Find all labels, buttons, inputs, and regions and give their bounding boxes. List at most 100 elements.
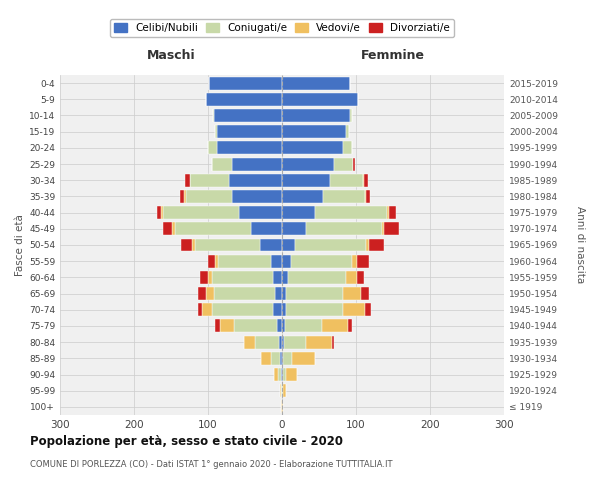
Bar — [281, 384, 282, 397]
Bar — [229, 174, 282, 186]
Bar — [282, 287, 286, 300]
Bar — [286, 287, 343, 300]
Bar — [284, 336, 307, 348]
Bar — [382, 222, 384, 235]
Bar — [357, 271, 364, 284]
Bar — [288, 271, 346, 284]
Bar — [217, 142, 282, 154]
Bar — [271, 352, 280, 365]
Bar — [365, 304, 371, 316]
Bar — [279, 336, 282, 348]
Bar — [172, 222, 175, 235]
Bar — [365, 190, 367, 203]
Bar — [273, 271, 282, 284]
Bar — [194, 238, 260, 252]
Bar — [186, 190, 232, 203]
Bar — [282, 352, 283, 365]
Bar — [200, 271, 208, 284]
Bar — [282, 400, 283, 413]
Bar — [282, 93, 358, 106]
Bar — [364, 174, 368, 186]
Text: Femmine: Femmine — [361, 49, 425, 62]
Bar — [283, 384, 286, 397]
Bar — [209, 76, 282, 90]
Bar — [282, 125, 346, 138]
Bar — [208, 271, 212, 284]
Bar — [343, 142, 352, 154]
Bar — [181, 238, 193, 252]
Bar — [256, 336, 279, 348]
Bar — [282, 222, 305, 235]
Bar — [330, 174, 364, 186]
Bar — [282, 76, 350, 90]
Bar — [175, 222, 251, 235]
Bar — [161, 206, 163, 219]
Bar — [212, 158, 232, 170]
Bar — [307, 336, 332, 348]
Bar — [239, 206, 282, 219]
Bar — [208, 254, 215, 268]
Bar — [353, 158, 355, 170]
Bar — [278, 368, 281, 381]
Bar — [282, 238, 295, 252]
Bar — [384, 222, 399, 235]
Bar — [275, 287, 282, 300]
Bar — [281, 368, 282, 381]
Bar — [334, 158, 353, 170]
Bar — [206, 93, 282, 106]
Bar — [280, 352, 282, 365]
Bar — [277, 320, 282, 332]
Bar — [387, 206, 389, 219]
Bar — [157, 206, 161, 219]
Bar — [232, 158, 282, 170]
Y-axis label: Anni di nascita: Anni di nascita — [575, 206, 585, 284]
Bar — [185, 174, 190, 186]
Bar — [282, 304, 286, 316]
Bar — [322, 320, 348, 332]
Bar — [282, 271, 288, 284]
Bar — [352, 254, 358, 268]
Text: Maschi: Maschi — [146, 49, 196, 62]
Bar — [282, 142, 343, 154]
Bar — [218, 254, 271, 268]
Bar — [323, 190, 365, 203]
Bar — [163, 206, 239, 219]
Bar — [282, 190, 323, 203]
Bar — [261, 352, 271, 365]
Bar — [260, 238, 282, 252]
Bar — [197, 304, 202, 316]
Bar — [350, 109, 352, 122]
Bar — [214, 287, 275, 300]
Bar — [361, 287, 368, 300]
Bar — [234, 320, 277, 332]
Bar — [283, 352, 292, 365]
Bar — [292, 352, 314, 365]
Bar — [271, 254, 282, 268]
Bar — [251, 222, 282, 235]
Bar — [282, 336, 284, 348]
Bar — [184, 190, 186, 203]
Bar — [282, 158, 334, 170]
Bar — [212, 271, 273, 284]
Bar — [197, 287, 206, 300]
Bar — [365, 238, 370, 252]
Bar — [217, 125, 282, 138]
Bar — [367, 190, 370, 203]
Bar — [286, 368, 297, 381]
Bar — [244, 336, 256, 348]
Bar — [346, 271, 357, 284]
Bar — [332, 336, 334, 348]
Text: COMUNE DI PORLEZZA (CO) - Dati ISTAT 1° gennaio 2020 - Elaborazione TUTTITALIA.I: COMUNE DI PORLEZZA (CO) - Dati ISTAT 1° … — [30, 460, 392, 469]
Legend: Celibi/Nubili, Coniugati/e, Vedovi/e, Divorziati/e: Celibi/Nubili, Coniugati/e, Vedovi/e, Di… — [110, 19, 454, 38]
Bar — [213, 109, 214, 122]
Bar — [343, 304, 365, 316]
Bar — [282, 254, 291, 268]
Bar — [346, 125, 349, 138]
Bar — [282, 206, 316, 219]
Bar — [370, 238, 384, 252]
Bar — [281, 400, 282, 413]
Bar — [282, 174, 330, 186]
Bar — [389, 206, 396, 219]
Bar — [348, 320, 352, 332]
Bar — [291, 254, 352, 268]
